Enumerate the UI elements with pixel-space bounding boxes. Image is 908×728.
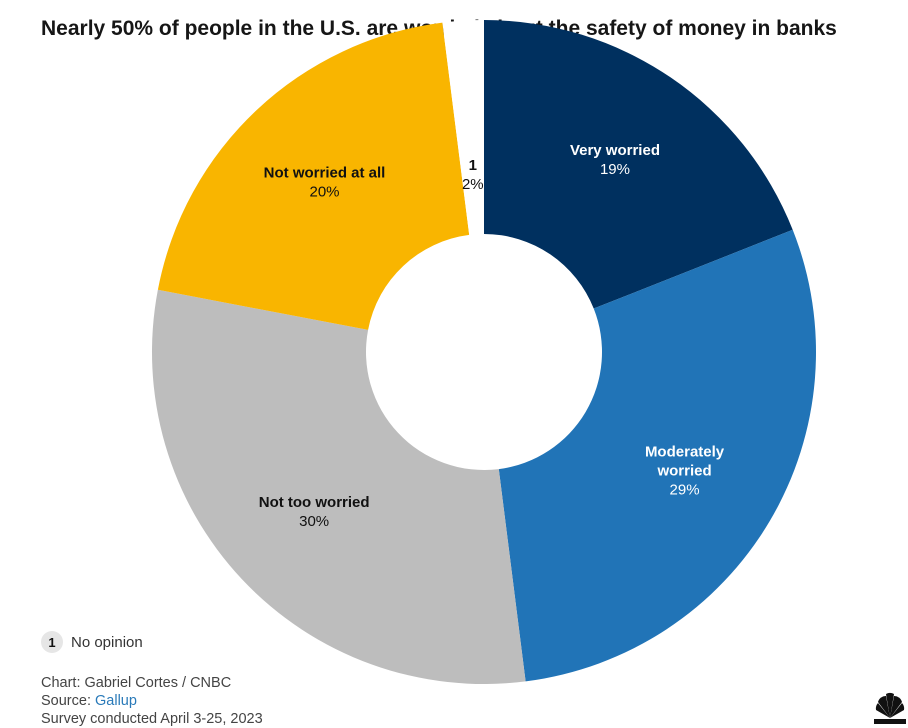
legend-text: No opinion: [71, 633, 143, 651]
legend-badge: 1: [41, 631, 63, 653]
slice-value: 2%: [462, 176, 484, 193]
slice-value: 20%: [309, 184, 339, 201]
source-link[interactable]: Gallup: [95, 693, 137, 709]
slice-not-too-worried: [151, 289, 526, 684]
slice-label-no-opinion: 1 2%: [462, 157, 484, 193]
slice-value: 30%: [299, 513, 329, 530]
slice-value: 19%: [600, 161, 630, 178]
slice-label-not-too-worried: Not too worried 30%: [259, 494, 370, 530]
credit-survey: Survey conducted April 3-25, 2023: [41, 711, 263, 727]
slice-label-not-worried-at-all: Not worried at all 20%: [264, 165, 386, 201]
slice-value: 29%: [670, 482, 700, 499]
slice-label-very-worried: Very worried 19%: [570, 142, 660, 178]
legend: 1 No opinion: [41, 631, 143, 653]
chart-credits: Chart: Gabriel Cortes / CNBC Source: Gal…: [41, 674, 263, 728]
slice-name: Very worried: [570, 142, 660, 159]
slice-very-worried: [484, 20, 793, 309]
slice-name: Moderately: [645, 444, 725, 461]
slice-name: Not too worried: [259, 494, 370, 511]
slice-moderately-worried: [498, 229, 816, 682]
slice-name: Not worried at all: [264, 165, 386, 182]
slice-not-worried-at-all: [157, 22, 470, 330]
credit-source: Source: Gallup: [41, 692, 263, 710]
slice-no-opinion: [442, 20, 484, 235]
slice-name: worried: [656, 463, 711, 480]
slice-label-moderately-worried: Moderately worried 29%: [645, 444, 725, 499]
cnbc-peacock-icon: [874, 692, 906, 724]
credit-chart: Chart: Gabriel Cortes / CNBC: [41, 675, 232, 691]
slice-name: 1: [469, 157, 477, 174]
source-prefix: Source:: [41, 693, 95, 709]
